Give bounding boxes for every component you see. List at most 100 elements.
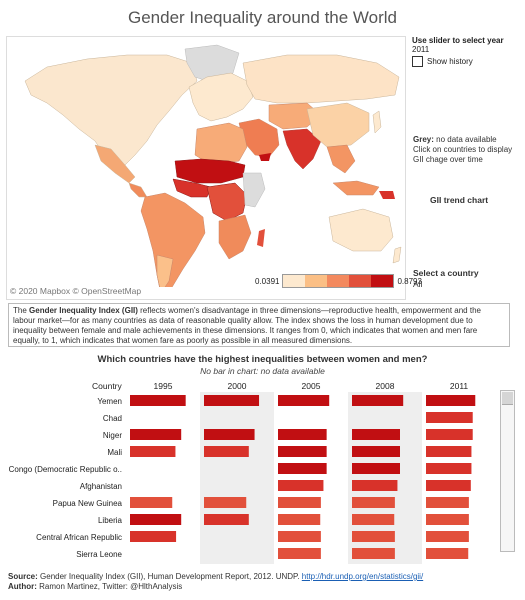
- map-australia: [328, 208, 394, 252]
- page-title: Gender Inequality around the World: [127, 8, 398, 27]
- bar: [278, 548, 321, 559]
- bar: [130, 446, 176, 457]
- desc-text: reflects women's disadvantage in three d…: [13, 306, 481, 345]
- legend-swatch: [327, 275, 350, 287]
- bar: [278, 463, 327, 474]
- author-label: Author:: [8, 582, 37, 591]
- chart-subtitle: No bar in chart: no data available: [200, 366, 325, 376]
- bar: [278, 514, 321, 525]
- map-east-africa: [242, 172, 266, 208]
- grey-label: Grey:: [413, 135, 434, 144]
- chart-title: Which countries have the highest inequal…: [97, 354, 428, 365]
- map-south-asia: [282, 128, 322, 170]
- year-value[interactable]: 2011: [412, 45, 430, 54]
- bar: [278, 429, 327, 440]
- map-credit: © 2020 Mapbox © OpenStreetMap: [10, 286, 142, 296]
- map-yemen: [259, 153, 271, 161]
- chart-scrollbar[interactable]: [500, 390, 515, 552]
- bar: [426, 446, 472, 457]
- desc-lead: The: [13, 306, 30, 315]
- map-new-zealand: [392, 246, 402, 264]
- source-text: Gender Inequality Index (GII), Human Dev…: [37, 572, 302, 581]
- map-central-africa: [206, 182, 248, 222]
- footer: Source: Gender Inequality Index (GII), H…: [8, 572, 423, 592]
- country-select-label: Select a country: [413, 268, 479, 278]
- bar: [426, 480, 471, 491]
- map-north-america: [24, 54, 198, 166]
- map-se-asia: [326, 144, 356, 174]
- country-label: Yemen: [97, 397, 122, 406]
- bar: [278, 446, 327, 457]
- bar: [352, 548, 395, 559]
- bar: [130, 497, 173, 508]
- bar: [278, 531, 321, 542]
- legend-swatch: [305, 275, 328, 287]
- show-history-label[interactable]: Show history: [427, 57, 473, 66]
- legend-max: 0.8793: [397, 276, 422, 286]
- country-label: Congo (Democratic Republic o..: [9, 465, 122, 474]
- map-madagascar: [257, 229, 265, 247]
- map-north-africa: [194, 122, 248, 166]
- bar: [352, 497, 395, 508]
- map-indonesia: [332, 180, 380, 196]
- bar: [278, 497, 321, 508]
- show-history-option[interactable]: Show history: [412, 56, 522, 67]
- map-central-america: [128, 182, 148, 198]
- country-label: Central African Republic: [36, 533, 122, 542]
- country-select[interactable]: All: [413, 279, 423, 289]
- year-header: 2008: [376, 381, 395, 391]
- bar-chart-svg: Country19950.00.51.020000.00.51.020050.0…: [9, 381, 496, 578]
- bar: [130, 429, 182, 440]
- map-japan: [372, 110, 382, 134]
- country-label: Papua New Guinea: [53, 499, 123, 508]
- bar: [204, 429, 255, 440]
- bar: [352, 446, 400, 457]
- grey-text: no data available: [433, 135, 497, 144]
- bar: [426, 429, 473, 440]
- description-box: The Gender Inequality Index (GII) reflec…: [8, 303, 510, 347]
- bar: [352, 463, 400, 474]
- show-history-checkbox[interactable]: [412, 56, 423, 67]
- bar: [130, 514, 182, 525]
- year-header: 2011: [450, 381, 469, 391]
- color-legend: 0.0391 0.8793: [255, 274, 422, 288]
- map-mexico: [94, 144, 136, 184]
- country-label: Liberia: [98, 516, 123, 525]
- world-map[interactable]: [6, 36, 406, 300]
- legend-swatches: [282, 274, 395, 288]
- legend-swatch: [349, 275, 372, 287]
- bar: [352, 480, 398, 491]
- map-sahel: [174, 158, 246, 184]
- bar: [130, 531, 177, 542]
- year-panel-bg: [200, 392, 274, 566]
- bar: [204, 395, 260, 406]
- bar: [426, 395, 476, 406]
- bar: [426, 412, 473, 423]
- bar: [426, 548, 469, 559]
- country-label: Mali: [107, 448, 122, 457]
- bar: [278, 480, 324, 491]
- legend-min: 0.0391: [255, 276, 280, 286]
- bar: [204, 497, 247, 508]
- bar: [278, 395, 330, 406]
- country-label: Chad: [103, 414, 122, 423]
- desc-bold: Gender Inequality Index (GII): [29, 306, 138, 315]
- country-label: Sierra Leone: [76, 550, 122, 559]
- year-header: 2005: [302, 381, 321, 391]
- map-southern-africa: [218, 214, 252, 260]
- scroll-thumb[interactable]: [502, 392, 513, 405]
- bar: [204, 514, 249, 525]
- bar: [204, 446, 249, 457]
- country-label: Niger: [103, 431, 122, 440]
- bar: [426, 497, 469, 508]
- bar: [352, 429, 400, 440]
- bar: [352, 395, 404, 406]
- source-link[interactable]: http://hdr.undp.org/en/statistics/gii/: [301, 572, 424, 581]
- year-header: 2000: [228, 381, 247, 391]
- map-west-africa: [172, 178, 212, 198]
- control-panel: Use slider to select year 2011 Show hist…: [412, 36, 522, 67]
- map-europe: [188, 72, 254, 122]
- country-label: Afghanistan: [80, 482, 122, 491]
- author-text: Ramon Martinez, Twitter: @HlthAnalysis: [36, 582, 183, 591]
- bar: [426, 531, 469, 542]
